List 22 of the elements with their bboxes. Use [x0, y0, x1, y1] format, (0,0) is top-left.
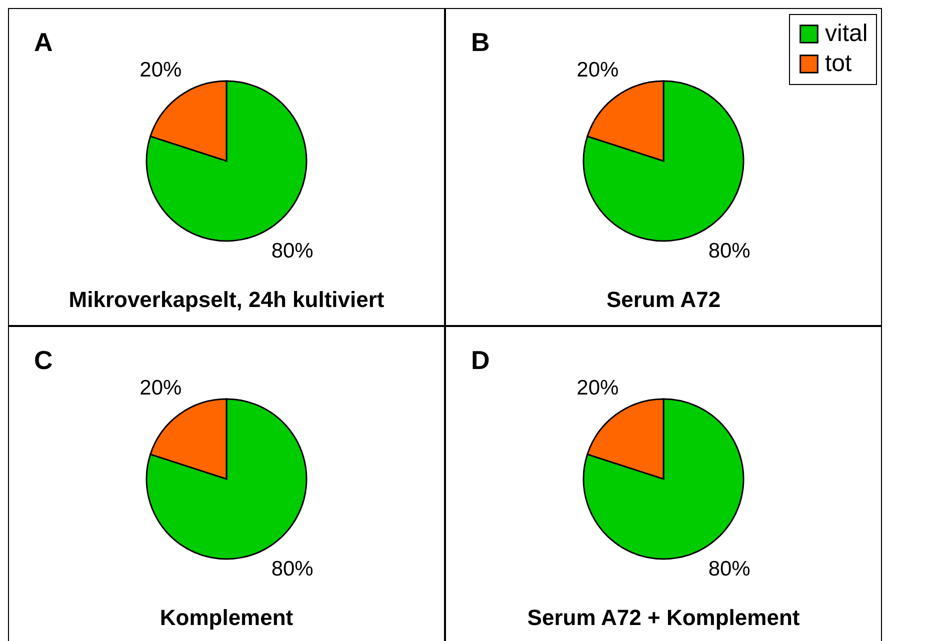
pie-slice [582, 80, 744, 242]
data-label: 20% [576, 58, 619, 82]
data-label: 80% [708, 558, 750, 581]
text: Serum A72 [606, 287, 721, 312]
pie-slice [146, 80, 308, 242]
data-label: 80% [271, 558, 314, 581]
text: B [471, 27, 490, 57]
text: Serum A72 + Komplement [527, 605, 800, 630]
text: Komplement [160, 605, 294, 630]
pie-slice [146, 398, 308, 560]
chart-title: D [471, 345, 490, 375]
text: Mikroverkapselt, 24h kultiviert [68, 287, 385, 312]
chart-title: A [34, 27, 53, 57]
legend-label: vital [825, 20, 868, 47]
data-label: 80% [708, 240, 750, 263]
data-label: 20% [140, 58, 182, 82]
pie-slice [582, 398, 744, 560]
data-label: 20% [140, 376, 182, 400]
data-label: 20% [576, 376, 619, 400]
data-label: 80% [271, 240, 314, 263]
chart-title: C [34, 345, 53, 375]
legend-label: tot [825, 50, 852, 77]
